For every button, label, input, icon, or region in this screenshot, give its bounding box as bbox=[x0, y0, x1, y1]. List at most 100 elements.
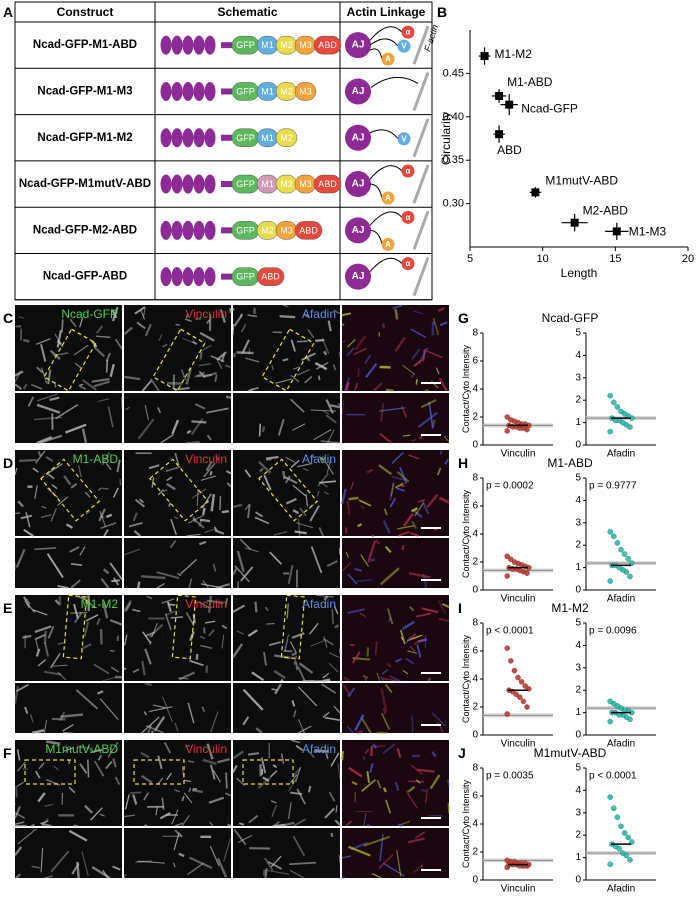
texture bbox=[327, 429, 335, 444]
cadherin-repeat bbox=[204, 174, 216, 194]
texture bbox=[382, 787, 387, 793]
texture bbox=[223, 838, 231, 862]
texture bbox=[109, 562, 123, 581]
texture bbox=[208, 796, 225, 804]
texture bbox=[322, 711, 330, 719]
domain-label: M1 bbox=[261, 179, 274, 189]
texture bbox=[308, 622, 319, 635]
texture bbox=[408, 572, 431, 579]
texture bbox=[70, 563, 83, 566]
data-point bbox=[504, 645, 510, 651]
texture bbox=[240, 323, 247, 333]
texture bbox=[185, 744, 190, 748]
point bbox=[612, 227, 621, 236]
texture bbox=[194, 371, 206, 378]
texture bbox=[63, 731, 73, 734]
y-tick-label: 6 bbox=[472, 791, 478, 802]
p-value: p = 0.9777 bbox=[589, 481, 637, 492]
texture bbox=[380, 712, 391, 730]
texture bbox=[212, 769, 221, 783]
texture bbox=[437, 721, 444, 734]
texture bbox=[201, 706, 206, 713]
texture bbox=[95, 335, 111, 339]
texture bbox=[102, 568, 110, 575]
texture bbox=[389, 675, 401, 682]
texture bbox=[166, 476, 173, 482]
adherens-junction bbox=[345, 217, 371, 244]
data-point bbox=[504, 573, 510, 579]
texture bbox=[196, 488, 199, 506]
texture bbox=[424, 388, 429, 393]
data-point bbox=[618, 546, 624, 553]
texture bbox=[140, 751, 150, 759]
texture bbox=[304, 375, 313, 384]
texture bbox=[144, 648, 152, 665]
p-value: p = 0.0035 bbox=[486, 771, 534, 782]
y-tick-label: 0 bbox=[575, 440, 581, 451]
linkage-label: α bbox=[406, 213, 411, 222]
texture bbox=[364, 354, 372, 364]
texture bbox=[83, 621, 90, 638]
texture bbox=[125, 602, 132, 612]
texture bbox=[244, 504, 250, 511]
texture bbox=[215, 455, 220, 461]
texture bbox=[408, 633, 417, 642]
texture bbox=[426, 493, 439, 508]
texture bbox=[330, 404, 341, 409]
texture bbox=[73, 344, 89, 356]
texture bbox=[206, 434, 212, 441]
texture bbox=[62, 724, 74, 732]
texture bbox=[43, 670, 62, 676]
texture bbox=[158, 334, 163, 342]
panel-label: F bbox=[3, 745, 12, 761]
texture bbox=[157, 407, 162, 414]
texture bbox=[400, 820, 411, 826]
panel-label: J bbox=[458, 745, 466, 761]
texture bbox=[27, 396, 35, 408]
texture bbox=[107, 406, 114, 428]
texture bbox=[260, 757, 267, 774]
texture bbox=[240, 566, 254, 582]
texture bbox=[317, 473, 329, 487]
data-point bbox=[607, 794, 613, 800]
texture bbox=[269, 551, 283, 565]
texture bbox=[41, 823, 52, 827]
texture bbox=[44, 875, 53, 879]
transmembrane bbox=[221, 88, 232, 95]
texture bbox=[225, 395, 232, 399]
texture bbox=[123, 873, 127, 879]
texture bbox=[399, 629, 406, 645]
texture bbox=[291, 700, 296, 707]
y-tick-label: 2 bbox=[575, 540, 581, 551]
point-label: M1-ABD bbox=[507, 75, 553, 89]
y-tick-label: 0 bbox=[472, 730, 478, 741]
texture bbox=[233, 828, 247, 846]
texture bbox=[391, 475, 405, 481]
texture bbox=[55, 403, 79, 420]
cadherin-repeat bbox=[182, 81, 194, 101]
data-point bbox=[508, 658, 514, 664]
data-point bbox=[515, 674, 521, 681]
transmembrane bbox=[221, 42, 232, 49]
texture bbox=[408, 454, 420, 460]
construct-name: Ncad-GFP-ABD bbox=[43, 271, 127, 283]
texture bbox=[373, 382, 383, 392]
texture bbox=[356, 579, 372, 582]
texture bbox=[358, 499, 372, 507]
category-label: Vinculin bbox=[501, 739, 536, 750]
texture bbox=[251, 671, 265, 682]
cadherin-repeat bbox=[160, 267, 172, 287]
data-point bbox=[511, 667, 518, 674]
domain-label: ABD bbox=[261, 272, 280, 282]
texture bbox=[163, 489, 168, 492]
data-point bbox=[627, 573, 633, 580]
texture bbox=[216, 857, 228, 878]
texture bbox=[344, 377, 350, 391]
channel-image bbox=[124, 538, 231, 588]
texture bbox=[231, 308, 235, 311]
texture bbox=[254, 601, 258, 613]
texture bbox=[247, 503, 251, 519]
linkage-label: A bbox=[385, 194, 391, 203]
texture bbox=[347, 339, 356, 348]
y-tick-label: 4 bbox=[472, 384, 478, 395]
